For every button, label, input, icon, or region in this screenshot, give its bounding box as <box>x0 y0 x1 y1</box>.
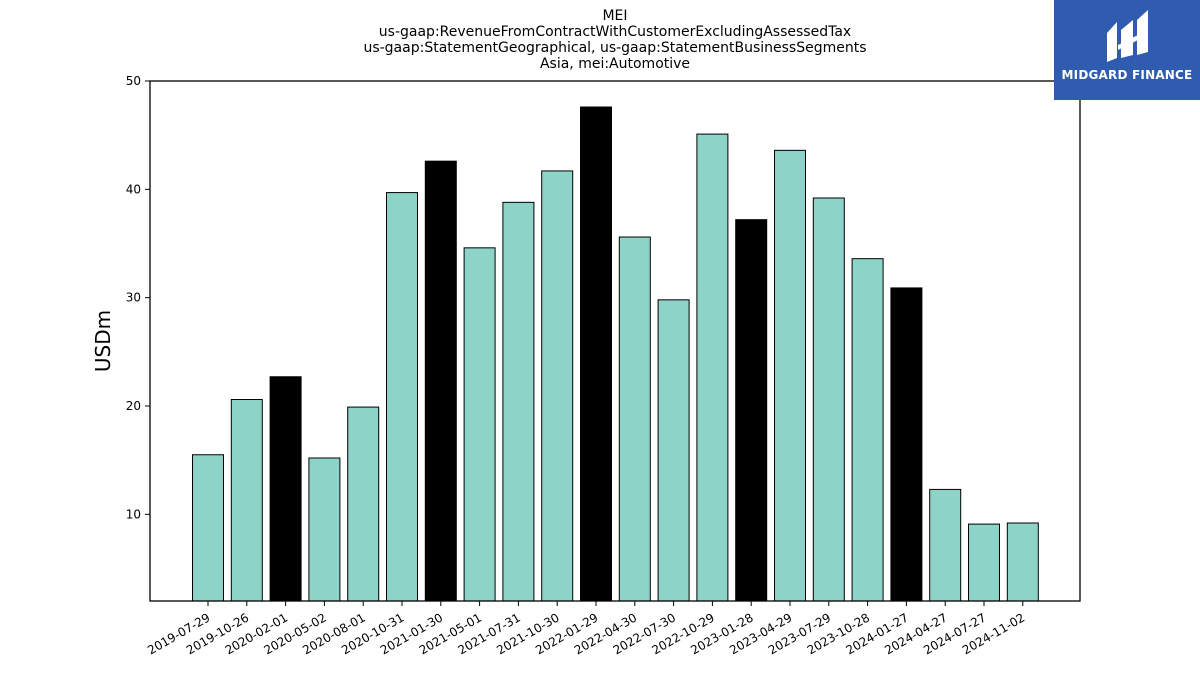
bar <box>1007 523 1038 601</box>
bar <box>503 202 534 601</box>
bar <box>697 134 728 601</box>
y-tick-label: 50 <box>126 74 141 88</box>
bar <box>464 248 495 601</box>
logo-mark-icon <box>1054 0 1200 70</box>
y-tick-label: 30 <box>126 291 141 305</box>
bar <box>270 377 301 601</box>
bar <box>387 193 418 601</box>
bar <box>775 150 806 601</box>
bar <box>930 489 961 601</box>
y-axis-label: USDm <box>91 310 115 372</box>
bar <box>542 171 573 601</box>
bar <box>619 237 650 601</box>
bar <box>581 107 612 601</box>
bar <box>425 161 456 601</box>
y-tick-label: 10 <box>126 507 141 521</box>
bar <box>193 455 224 601</box>
bar <box>231 400 262 602</box>
y-tick-label: 40 <box>126 182 141 196</box>
bar <box>969 524 1000 601</box>
bar <box>813 198 844 601</box>
bar <box>348 407 379 601</box>
bar <box>736 220 767 601</box>
midgard-finance-logo: MIDGARD FINANCE <box>1054 0 1200 100</box>
bar <box>309 458 340 601</box>
y-tick-label: 20 <box>126 399 141 413</box>
bar <box>852 259 883 601</box>
logo-text: MIDGARD FINANCE <box>1054 68 1200 82</box>
bar <box>658 300 689 601</box>
bar <box>891 288 922 601</box>
